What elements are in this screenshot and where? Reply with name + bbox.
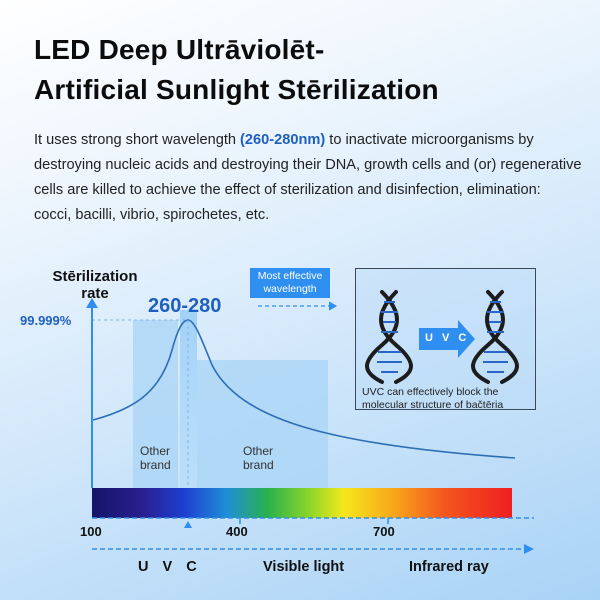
wavelength-highlight: (260-280nm) bbox=[240, 132, 326, 148]
page-title: LED Deep Ultrāviolēt- Artificial Sunligh… bbox=[34, 30, 574, 110]
region-infrared-ray: Infrared ray bbox=[409, 559, 489, 575]
y-axis-label-line-1: Stērilization bbox=[52, 268, 138, 285]
other-brand-label-left: Other brand bbox=[140, 444, 171, 472]
title-line-1: LED Deep Ultrāviolēt- bbox=[34, 34, 325, 65]
description: It uses strong short wavelength (260-280… bbox=[34, 128, 582, 228]
y-axis-arrow bbox=[86, 298, 98, 308]
sterilization-curve bbox=[92, 319, 516, 459]
description-text-before: It uses strong short wavelength bbox=[34, 132, 241, 148]
other-brand-region-right bbox=[197, 360, 328, 488]
brand-right-line-2: brand bbox=[243, 458, 274, 472]
y-axis-label-line-2: rate bbox=[81, 285, 109, 302]
most-effective-badge: Most effective wavelength bbox=[250, 268, 330, 298]
other-brand-region-left bbox=[133, 320, 178, 488]
brand-left-line-1: Other bbox=[140, 444, 171, 458]
other-brand-label-right: Other brand bbox=[243, 444, 274, 472]
brand-right-line-1: Other bbox=[243, 444, 274, 458]
max-rate-label: 99.999% bbox=[20, 313, 72, 328]
dna-panel-caption: UVC can effectively block the molecular … bbox=[362, 386, 504, 411]
peak-marker-icon bbox=[184, 521, 192, 528]
y-axis-label: Stērilization rate bbox=[40, 268, 150, 302]
brand-left-line-2: brand bbox=[140, 458, 171, 472]
tick-400: 400 bbox=[226, 524, 248, 539]
badge-line-1: Most effective bbox=[257, 270, 323, 282]
description-text-after: to inactivate microorganisms by destroyi… bbox=[34, 132, 582, 223]
badge-line-2: wavelength bbox=[263, 283, 317, 295]
region-uvc: U V C bbox=[138, 559, 202, 575]
title-line-2: Artificial Sunlight Stērilization bbox=[34, 74, 439, 105]
peak-wavelength-label: 260-280 bbox=[148, 295, 222, 317]
region-axis-arrow-icon bbox=[524, 544, 534, 554]
tick-100: 100 bbox=[80, 524, 102, 539]
tick-700: 700 bbox=[373, 524, 395, 539]
region-visible-light: Visible light bbox=[263, 559, 345, 575]
uvc-arrow-label: U V C bbox=[425, 332, 470, 344]
spectrum-bar bbox=[92, 488, 512, 518]
